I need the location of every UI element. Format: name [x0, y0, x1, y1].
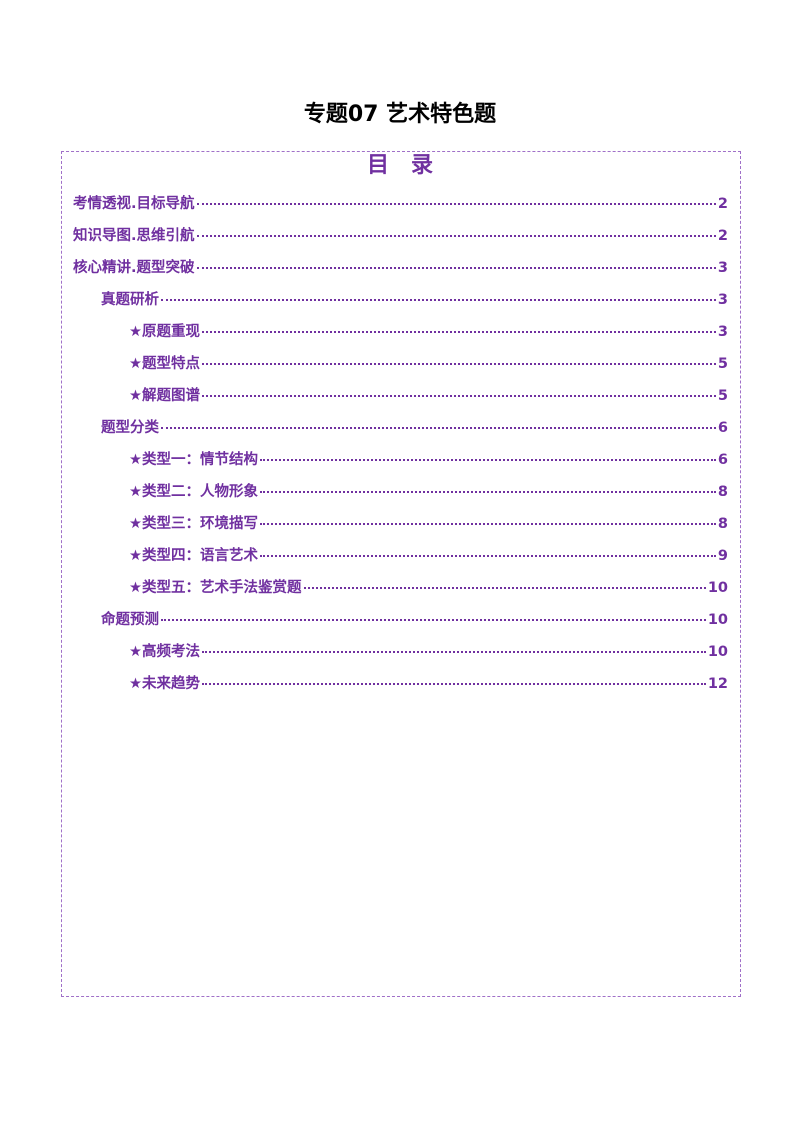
toc-entry[interactable]: 考情透视.目标导航 2: [73, 192, 728, 224]
toc-entry-label: ★原题重现: [129, 324, 200, 340]
toc-entry[interactable]: ★原题重现 3: [73, 320, 728, 352]
toc-entry[interactable]: ★解题图谱 5: [73, 384, 728, 416]
toc-entry[interactable]: ★题型特点 5: [73, 352, 728, 384]
toc-entry-label: ★解题图谱: [129, 388, 200, 404]
toc-page-number: 6: [717, 452, 728, 468]
toc-entry-label: 题型分类: [101, 420, 159, 436]
toc-page-number: 12: [707, 676, 728, 692]
toc-entry-label: ★类型四：语言艺术: [129, 548, 258, 564]
toc-page-number: 2: [717, 228, 728, 244]
toc-entry-label: 核心精讲.题型突破: [73, 260, 195, 276]
toc-entry-label: ★类型二：人物形象: [129, 484, 258, 500]
toc-page-number: 6: [717, 420, 728, 436]
leader-dots: [202, 331, 716, 333]
toc-entry[interactable]: 命题预测 10: [73, 608, 728, 640]
leader-dots: [202, 363, 716, 365]
leader-dots: [196, 203, 716, 205]
toc-entry[interactable]: 核心精讲.题型突破 3: [73, 256, 728, 288]
table-of-contents: 考情透视.目标导航 2 知识导图.思维引航 2 核心精讲.题型突破 3 真题研析 3 ★原题重现…: [73, 192, 728, 704]
toc-page-number: 10: [707, 580, 728, 596]
leader-dots: [303, 587, 706, 589]
toc-entry[interactable]: ★类型五：艺术手法鉴赏题 10: [73, 576, 728, 608]
toc-entry-label: 命题预测: [101, 612, 159, 628]
toc-entry-label: ★高频考法: [129, 644, 200, 660]
toc-page-number: 10: [707, 612, 728, 628]
toc-entry[interactable]: ★类型四：语言艺术 9: [73, 544, 728, 576]
toc-page-number: 5: [717, 356, 728, 372]
toc-entry-label: ★未来趋势: [129, 676, 200, 692]
toc-entry[interactable]: ★类型二：人物形象 8: [73, 480, 728, 512]
toc-entry-label: 知识导图.思维引航: [73, 228, 195, 244]
toc-entry[interactable]: ★高频考法 10: [73, 640, 728, 672]
toc-page-number: 3: [717, 292, 728, 308]
toc-page-number: 8: [717, 516, 728, 532]
toc-page-number: 3: [717, 260, 728, 276]
leader-dots: [260, 491, 716, 493]
toc-page-number: 8: [717, 484, 728, 500]
toc-entry[interactable]: 知识导图.思维引航 2: [73, 224, 728, 256]
leader-dots: [161, 619, 706, 621]
toc-page-number: 2: [717, 196, 728, 212]
toc-page-number: 9: [717, 548, 728, 564]
page-title: 专题07 艺术特色题: [303, 102, 497, 127]
leader-dots: [196, 267, 716, 269]
toc-entry[interactable]: ★类型一：情节结构 6: [73, 448, 728, 480]
toc-entry[interactable]: ★未来趋势 12: [73, 672, 728, 704]
toc-page-number: 10: [707, 644, 728, 660]
toc-entry[interactable]: ★类型三：环境描写 8: [73, 512, 728, 544]
toc-entry-label: 真题研析: [101, 292, 159, 308]
leader-dots: [161, 299, 716, 301]
toc-entry-label: 考情透视.目标导航: [73, 196, 195, 212]
leader-dots: [260, 459, 716, 461]
leader-dots: [202, 683, 706, 685]
leader-dots: [202, 651, 706, 653]
leader-dots: [161, 427, 716, 429]
toc-entry[interactable]: 真题研析 3: [73, 288, 728, 320]
toc-heading: 目录: [366, 153, 455, 178]
toc-entry-label: ★类型一：情节结构: [129, 452, 258, 468]
toc-frame: [61, 151, 741, 997]
leader-dots: [196, 235, 716, 237]
toc-page-number: 5: [717, 388, 728, 404]
toc-page-number: 3: [717, 324, 728, 340]
leader-dots: [260, 555, 716, 557]
leader-dots: [202, 395, 716, 397]
toc-entry[interactable]: 题型分类 6: [73, 416, 728, 448]
toc-entry-label: ★类型三：环境描写: [129, 516, 258, 532]
toc-entry-label: ★题型特点: [129, 356, 200, 372]
leader-dots: [260, 523, 716, 525]
toc-entry-label: ★类型五：艺术手法鉴赏题: [129, 580, 302, 596]
